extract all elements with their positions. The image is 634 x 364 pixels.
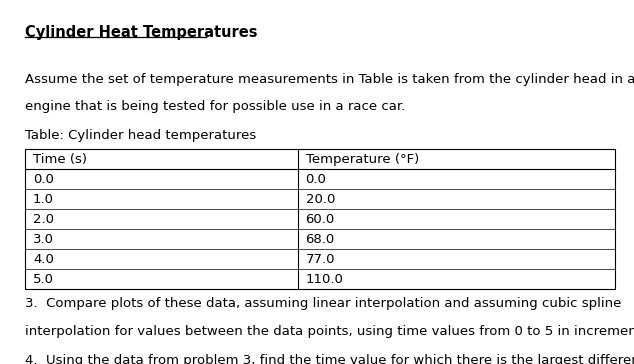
Text: 110.0: 110.0 bbox=[306, 273, 344, 286]
Text: 3.  Compare plots of these data, assuming linear interpolation and assuming cubi: 3. Compare plots of these data, assuming… bbox=[25, 297, 622, 310]
Text: Cylinder Heat Temperatures: Cylinder Heat Temperatures bbox=[25, 25, 258, 40]
Text: 3.0: 3.0 bbox=[33, 233, 54, 246]
Text: Assume the set of temperature measurements in Table is taken from the cylinder h: Assume the set of temperature measuremen… bbox=[25, 73, 634, 86]
Text: 0.0: 0.0 bbox=[306, 173, 327, 186]
Text: interpolation for values between the data points, using time values from 0 to 5 : interpolation for values between the dat… bbox=[25, 325, 634, 338]
Text: 4.0: 4.0 bbox=[33, 253, 54, 266]
Text: 2.0: 2.0 bbox=[33, 213, 54, 226]
Text: 60.0: 60.0 bbox=[306, 213, 335, 226]
Text: 5.0: 5.0 bbox=[33, 273, 54, 286]
Text: 20.0: 20.0 bbox=[306, 193, 335, 206]
Text: 1.0: 1.0 bbox=[33, 193, 54, 206]
Text: Time (s): Time (s) bbox=[33, 153, 87, 166]
Text: Table: Cylinder head temperatures: Table: Cylinder head temperatures bbox=[25, 129, 257, 142]
Text: Temperature (°F): Temperature (°F) bbox=[306, 153, 419, 166]
Text: 77.0: 77.0 bbox=[306, 253, 335, 266]
Text: 0.0: 0.0 bbox=[33, 173, 54, 186]
Text: engine that is being tested for possible use in a race car.: engine that is being tested for possible… bbox=[25, 100, 406, 113]
Text: 68.0: 68.0 bbox=[306, 233, 335, 246]
Text: 4.  Using the data from problem 3, find the time value for which there is the la: 4. Using the data from problem 3, find t… bbox=[25, 354, 634, 364]
